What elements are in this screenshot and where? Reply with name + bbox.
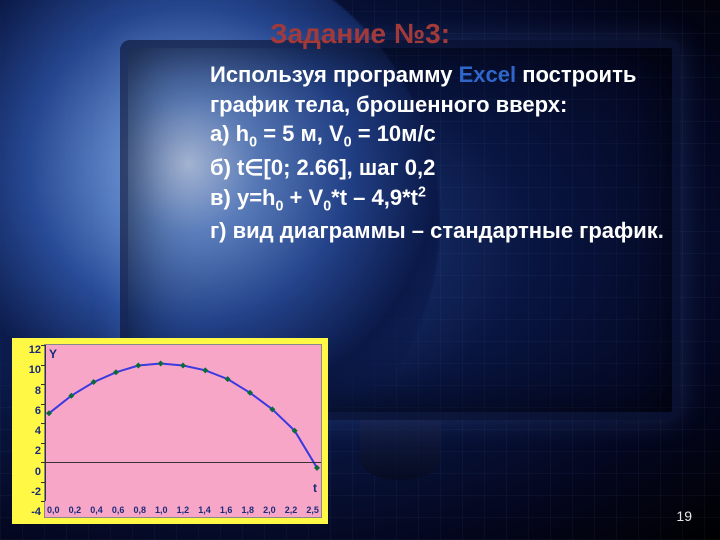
slide-title: Задание №3:	[0, 18, 720, 50]
y-tick: -2	[18, 486, 41, 498]
x-tick: 0,4	[90, 505, 103, 515]
x-tick: 2,2	[285, 505, 298, 515]
item-b-post: [0; 2.66], шаг 0,2	[264, 155, 436, 180]
y-tick: 4	[18, 425, 41, 437]
sup-2: 2	[418, 184, 426, 200]
task-text: Используя программу Excel построить граф…	[210, 60, 670, 246]
monitor-stand-decoration	[360, 420, 440, 480]
x-tick: 1,4	[198, 505, 211, 515]
x-tick: 0,8	[133, 505, 146, 515]
x-tick: 1,2	[177, 505, 190, 515]
sub-0-b: 0	[344, 135, 352, 151]
y-axis-ticks: 12 10 8 6 4 2 0 -2 -4	[18, 344, 44, 518]
item-a-post: = 10м/с	[352, 121, 436, 146]
item-c-mid2: *t – 4,9*t	[331, 185, 418, 210]
y-tick: 12	[18, 344, 41, 356]
x-tick: 1,6	[220, 505, 233, 515]
y-tick: 2	[18, 445, 41, 457]
sub-0-d: 0	[323, 198, 331, 214]
item-c-pre: в) y=h	[210, 185, 275, 210]
y-tick: 6	[18, 405, 41, 417]
element-of-symbol: ∈	[244, 155, 263, 180]
y-tick: 0	[18, 466, 41, 478]
text-intro-a: Используя программу	[210, 62, 459, 87]
item-b-pre: б) t	[210, 155, 244, 180]
chart-line	[45, 345, 321, 517]
text-excel: Excel	[459, 62, 517, 87]
x-tick: 2,0	[263, 505, 276, 515]
x-tick: 1,0	[155, 505, 168, 515]
item-a-mid: = 5 м, V	[257, 121, 344, 146]
sub-0-a: 0	[249, 135, 257, 151]
item-c-mid1: + V	[283, 185, 323, 210]
chart-container: 121086420-2-4 Y t 0,00,20,40,60,81,01,21…	[12, 338, 328, 524]
slide: Задание №3: Используя программу Excel по…	[0, 0, 720, 540]
x-axis-ticks: 0,0 0,2 0,4 0,6 0,8 1,0 1,2 1,4 1,6 1,8 2,0 2,2 2,5	[45, 505, 321, 515]
zero-line	[45, 462, 321, 463]
item-d: г) вид диаграммы – стандартные график.	[210, 218, 664, 243]
page-number: 19	[676, 508, 692, 524]
x-tick: 1,8	[241, 505, 254, 515]
y-tick: -4	[18, 506, 41, 518]
x-tick: 2,5	[306, 505, 319, 515]
y-tick: 8	[18, 385, 41, 397]
chart-inner: 121086420-2-4 Y t 0,00,20,40,60,81,01,21…	[18, 344, 322, 518]
x-tick: 0,2	[69, 505, 82, 515]
chart-plot-area: Y t 0,00,20,40,60,81,01,21,41,61,82,02,2…	[44, 344, 322, 518]
x-tick: 0,0	[47, 505, 60, 515]
item-a-pre: а) h	[210, 121, 249, 146]
x-tick: 0,6	[112, 505, 125, 515]
y-tick: 10	[18, 364, 41, 376]
